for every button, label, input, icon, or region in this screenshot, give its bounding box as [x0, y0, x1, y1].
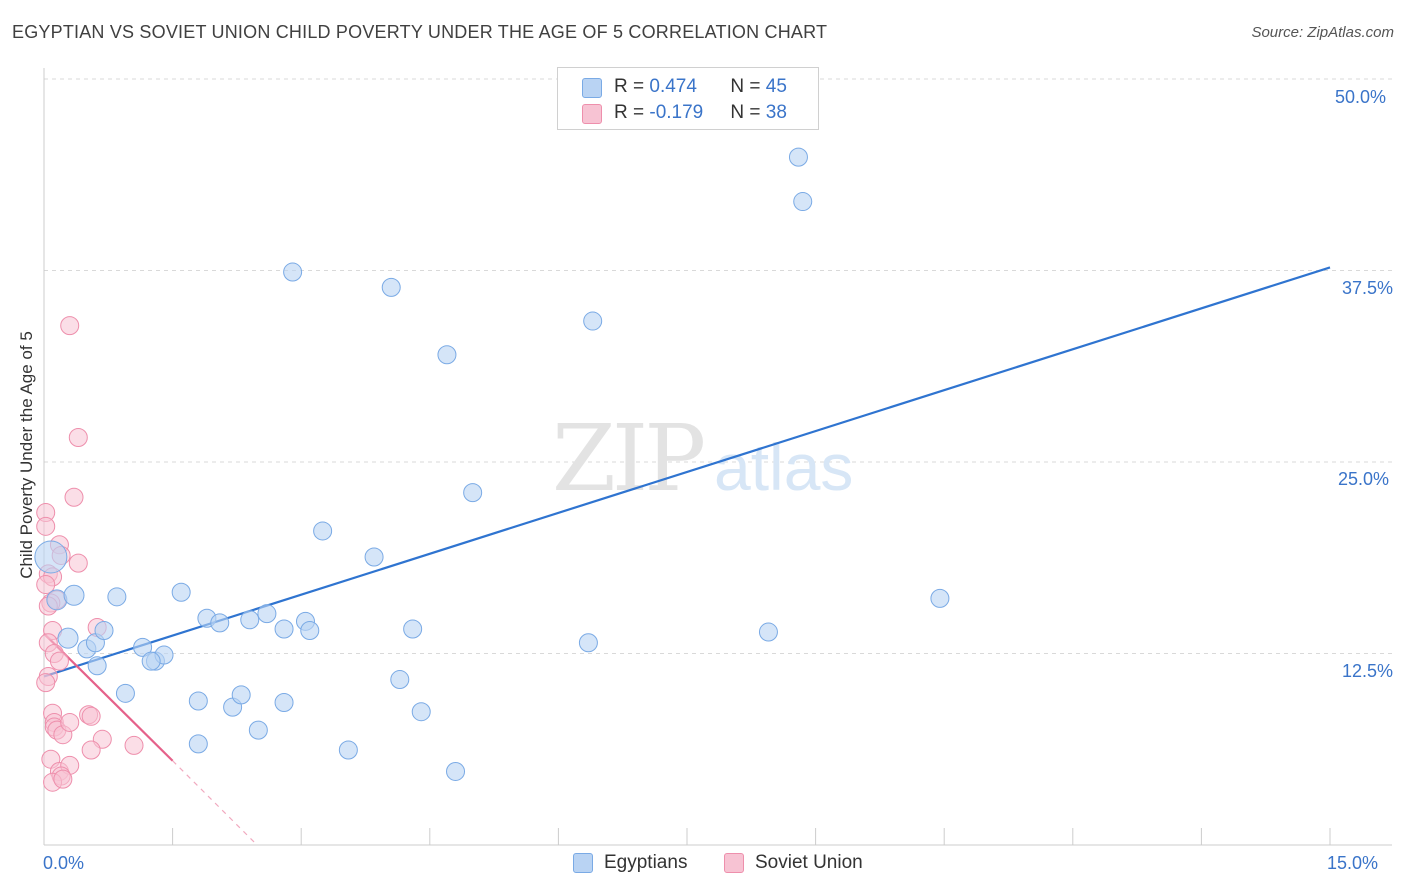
point-soviet-union — [68, 427, 88, 447]
trend-line-soviet-union-extension — [172, 760, 255, 843]
grid-lines — [44, 78, 1392, 654]
point-egyptians — [57, 627, 79, 649]
legend-swatch-blue — [582, 78, 602, 98]
trend-lines — [43, 266, 1331, 843]
x-tick-label-min: 0.0% — [43, 853, 85, 873]
legend-swatch-pink — [582, 104, 602, 124]
point-egyptians — [133, 637, 153, 657]
point-egyptians — [758, 622, 778, 642]
point-egyptians — [231, 685, 251, 705]
point-egyptians — [115, 683, 135, 703]
legend-label-egyptians: Egyptians — [604, 852, 688, 873]
point-egyptians — [578, 633, 598, 653]
legend-n-label: N = — [730, 102, 766, 123]
legend-swatch-pink — [724, 853, 744, 873]
point-soviet-union — [36, 575, 56, 595]
y-tick-label-25: 25.0% — [1338, 469, 1390, 489]
point-soviet-union — [53, 769, 73, 789]
point-egyptians — [390, 670, 410, 690]
point-egyptians — [257, 604, 277, 624]
legend-r-value: 0.474 — [649, 76, 697, 97]
source-label: Source: ZipAtlas.com — [1251, 24, 1394, 41]
point-soviet-union — [68, 553, 88, 573]
point-egyptians — [188, 734, 208, 754]
point-egyptians — [188, 691, 208, 711]
point-egyptians — [274, 619, 294, 639]
y-axis-label: Child Poverty Under the Age of 5 — [17, 331, 36, 579]
point-egyptians — [107, 587, 127, 607]
point-egyptians — [411, 702, 431, 722]
point-soviet-union — [81, 740, 101, 760]
y-tick-label-12-5: 12.5% — [1342, 661, 1394, 681]
point-egyptians — [338, 740, 358, 760]
point-soviet-union — [64, 487, 84, 507]
watermark-zip: ZIP — [552, 405, 703, 512]
point-egyptians — [446, 761, 466, 781]
point-egyptians — [94, 621, 114, 641]
series-legend: Egyptians Soviet Union — [0, 852, 1406, 878]
point-egyptians — [63, 584, 85, 606]
point-egyptians — [141, 651, 161, 671]
legend-n-value: 38 — [765, 102, 787, 123]
point-soviet-union — [124, 735, 144, 755]
legend-label-soviet-union: Soviet Union — [755, 852, 863, 873]
chart-title: EGYPTIAN VS SOVIET UNION CHILD POVERTY U… — [12, 22, 828, 42]
legend-n-value: 45 — [765, 76, 787, 97]
point-egyptians — [240, 610, 260, 630]
point-soviet-union — [60, 316, 80, 336]
point-egyptians — [788, 147, 808, 167]
legend-r-label: R = — [614, 102, 650, 123]
x-tick-label-max: 15.0% — [1327, 853, 1379, 873]
y-tick-label-50: 50.0% — [1335, 87, 1387, 107]
correlation-legend: R = 0.474 N = 45 R = -0.179 N = 38 — [557, 67, 819, 130]
data-points — [34, 147, 950, 792]
point-egyptians — [248, 720, 268, 740]
y-tick-label-37-5: 37.5% — [1342, 278, 1394, 298]
point-egyptians — [171, 582, 191, 602]
legend-row-text: R = 0.474 N = 45 — [614, 76, 787, 98]
point-egyptians — [87, 656, 107, 676]
point-soviet-union — [60, 712, 80, 732]
point-soviet-union — [81, 706, 101, 726]
point-egyptians — [403, 619, 423, 639]
trend-line-egyptians — [43, 266, 1331, 678]
point-egyptians — [437, 345, 457, 365]
zipatlas-watermark: ZIP atlas — [552, 405, 853, 512]
point-egyptians — [210, 613, 230, 633]
point-soviet-union — [36, 673, 56, 693]
point-soviet-union — [36, 516, 56, 536]
point-egyptians — [364, 547, 384, 567]
point-soviet-union — [49, 651, 69, 671]
legend-r-label: R = — [614, 76, 650, 97]
point-egyptians — [283, 262, 303, 282]
point-egyptians — [300, 621, 320, 641]
point-egyptians — [34, 540, 68, 574]
point-egyptians — [274, 693, 294, 713]
legend-r-value: -0.179 — [649, 102, 704, 123]
point-egyptians — [793, 192, 813, 212]
point-egyptians — [381, 277, 401, 297]
point-egyptians — [313, 521, 333, 541]
legend-swatch-blue — [573, 853, 593, 873]
legend-n-label: N = — [730, 76, 766, 97]
legend-row-text: R = -0.179 N = 38 — [614, 102, 787, 124]
point-egyptians — [930, 588, 950, 608]
point-egyptians — [583, 311, 603, 331]
point-egyptians — [463, 483, 483, 503]
